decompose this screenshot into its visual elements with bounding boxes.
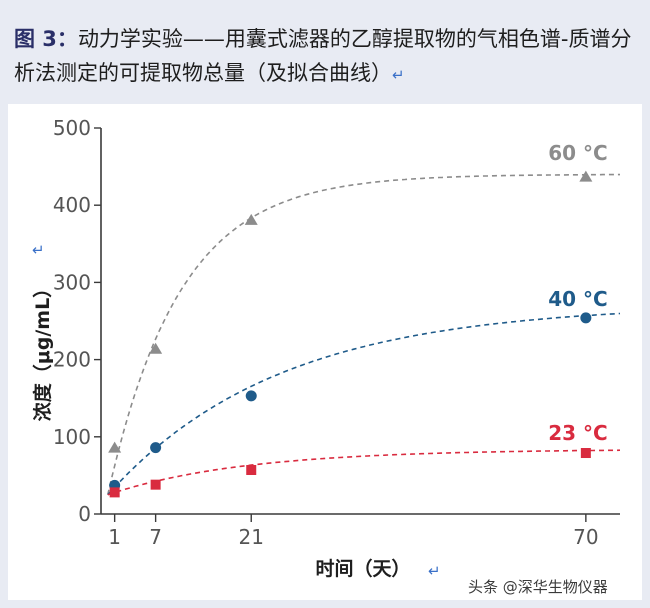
y-axis-return-mark-icon: ↵ <box>32 241 45 259</box>
data-points <box>108 170 593 498</box>
y-axis-title: 浓度（μg/mL） <box>31 279 54 421</box>
series-label: 23 °C <box>548 421 607 445</box>
x-tick-label: 21 <box>239 525 264 549</box>
data-point-circle <box>150 442 162 454</box>
data-point-triangle <box>149 342 163 354</box>
x-tick-label: 7 <box>149 525 162 549</box>
data-point-square <box>580 448 591 459</box>
data-point-square <box>109 487 120 498</box>
y-tick-label: 200 <box>53 348 91 372</box>
fit-curve-1 <box>107 312 621 496</box>
x-tick-label: 70 <box>573 525 598 549</box>
series-label: 60 °C <box>548 141 607 165</box>
data-point-square <box>150 479 161 490</box>
y-tick-label: 0 <box>78 502 91 526</box>
data-point-triangle <box>108 441 122 453</box>
y-tick-label: 500 <box>53 116 91 140</box>
axes: 0 100 200 300 400 500 1 7 21 70 <box>53 116 620 549</box>
series-label: 40 °C <box>548 287 607 311</box>
data-point-square <box>246 464 257 475</box>
fit-curve-2 <box>107 449 621 496</box>
y-tick-label: 300 <box>53 270 91 294</box>
data-point-triangle <box>244 213 258 225</box>
data-point-circle <box>580 312 592 324</box>
fit-curves <box>107 173 621 496</box>
y-tick-label: 100 <box>53 425 91 449</box>
chart-card <box>8 104 642 600</box>
y-tick-label: 400 <box>53 193 91 217</box>
watermark: 头条 @深华生物仪器 <box>468 578 608 596</box>
series-labels: 60 °C 40 °C 23 °C <box>548 141 607 445</box>
data-point-circle <box>245 390 257 402</box>
figure-label: 图 3： <box>14 27 78 51</box>
caption-text: 动力学实验——用囊式滤器的乙醇提取物的气相色谱-质谱分析法测定的可提取物总量（及… <box>14 27 632 85</box>
x-tick-label: 1 <box>108 525 121 549</box>
fit-curve-0 <box>107 173 620 495</box>
figure-caption: 图 3：动力学实验——用囊式滤器的乙醇提取物的气相色谱-质谱分析法测定的可提取物… <box>14 22 639 92</box>
data-point-triangle <box>579 170 593 182</box>
return-mark-icon: ↵ <box>392 66 405 84</box>
x-axis-return-mark-icon: ↵ <box>428 562 441 580</box>
x-axis-title: 时间（天） <box>315 557 410 580</box>
